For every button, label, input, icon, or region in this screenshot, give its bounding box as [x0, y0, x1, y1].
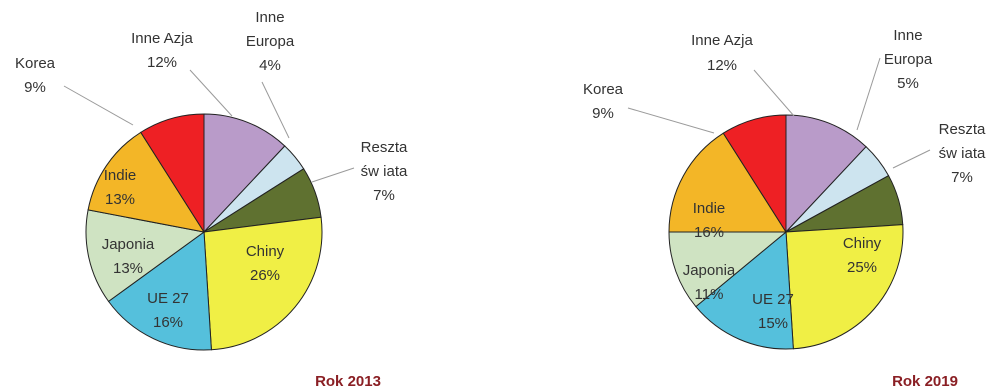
leader-line-inne-europa — [261, 81, 290, 139]
label-indie: Indie — [104, 167, 137, 184]
pie-slice-chiny — [785, 224, 904, 350]
pie-slice-ue-27 — [695, 230, 794, 350]
value-korea: 9% — [24, 79, 46, 96]
label-inne: Inne — [255, 9, 284, 26]
label-reszta: Reszta — [361, 139, 408, 156]
pie-slice-inne-azja — [203, 113, 286, 234]
label-ue27: UE 27 — [752, 291, 794, 308]
value-inne-azja: 12% — [707, 57, 737, 74]
pie-slice-ue-27 — [107, 231, 212, 351]
label-japonia: Japonia — [683, 262, 736, 279]
label-inne-azja: Inne Azja — [691, 32, 753, 49]
value-korea: 9% — [592, 105, 614, 122]
label-indie: Indie — [693, 200, 726, 217]
value-chiny: 26% — [250, 267, 280, 284]
leader-line-korea — [63, 85, 134, 126]
pie-slice-korea — [722, 114, 787, 234]
value-inne-europa: 4% — [259, 57, 281, 74]
leader-line-inne-azja — [753, 69, 795, 117]
label-swiata: św iata — [361, 163, 408, 180]
value-reszta-swiata: 7% — [951, 169, 973, 186]
pie-slice-chiny — [203, 216, 323, 351]
label-korea: Korea — [583, 81, 624, 98]
label-inne-azja: Inne Azja — [131, 30, 193, 47]
leader-line-inne-azja — [189, 69, 233, 117]
value-ue27: 15% — [758, 315, 788, 332]
leader-line-korea — [627, 107, 715, 134]
year-label-2019: Rok 2019 — [892, 373, 958, 390]
value-inne-europa: 5% — [897, 75, 919, 92]
pie-slice-korea — [140, 113, 205, 234]
leader-line-reszta — [892, 149, 931, 169]
leader-line-inne-europa — [856, 57, 881, 131]
value-ue27: 16% — [153, 314, 183, 331]
label-inne: Inne — [893, 27, 922, 44]
value-chiny: 25% — [847, 259, 877, 276]
label-japonia: Japonia — [102, 236, 155, 253]
value-indie: 13% — [105, 191, 135, 208]
pie-chart-2019 — [668, 114, 904, 350]
label-europa: Europa — [246, 33, 295, 50]
value-inne-azja: 12% — [147, 54, 177, 71]
label-chiny: Chiny — [843, 235, 882, 252]
value-japonia: 13% — [113, 260, 143, 277]
pie-slice-inne-azja — [785, 114, 867, 234]
value-japonia: 11% — [695, 286, 724, 303]
pie-chart-2013 — [85, 113, 323, 351]
year-label-2013: Rok 2013 — [315, 373, 381, 390]
label-ue27: UE 27 — [147, 290, 189, 307]
label-korea: Korea — [15, 55, 56, 72]
value-indie: 16% — [694, 224, 724, 241]
label-europa: Europa — [884, 51, 933, 68]
pie-slice-indie — [668, 132, 787, 233]
label-chiny: Chiny — [246, 243, 285, 260]
leader-line-reszta — [311, 167, 355, 183]
labels-2019: Korea 9% Inne Azja 12% Inne Europa 5% Re… — [583, 27, 986, 390]
pie-slice-indie — [87, 131, 206, 233]
labels-2013: Korea 9% Inne Azja 12% Inne Europa 4% Re… — [15, 9, 408, 390]
pie-slice-japonia — [85, 209, 206, 303]
label-swiata: św iata — [939, 145, 986, 162]
pie-slice-japonia — [668, 231, 788, 308]
label-reszta: Reszta — [939, 121, 986, 138]
value-reszta-swiata: 7% — [373, 187, 395, 204]
